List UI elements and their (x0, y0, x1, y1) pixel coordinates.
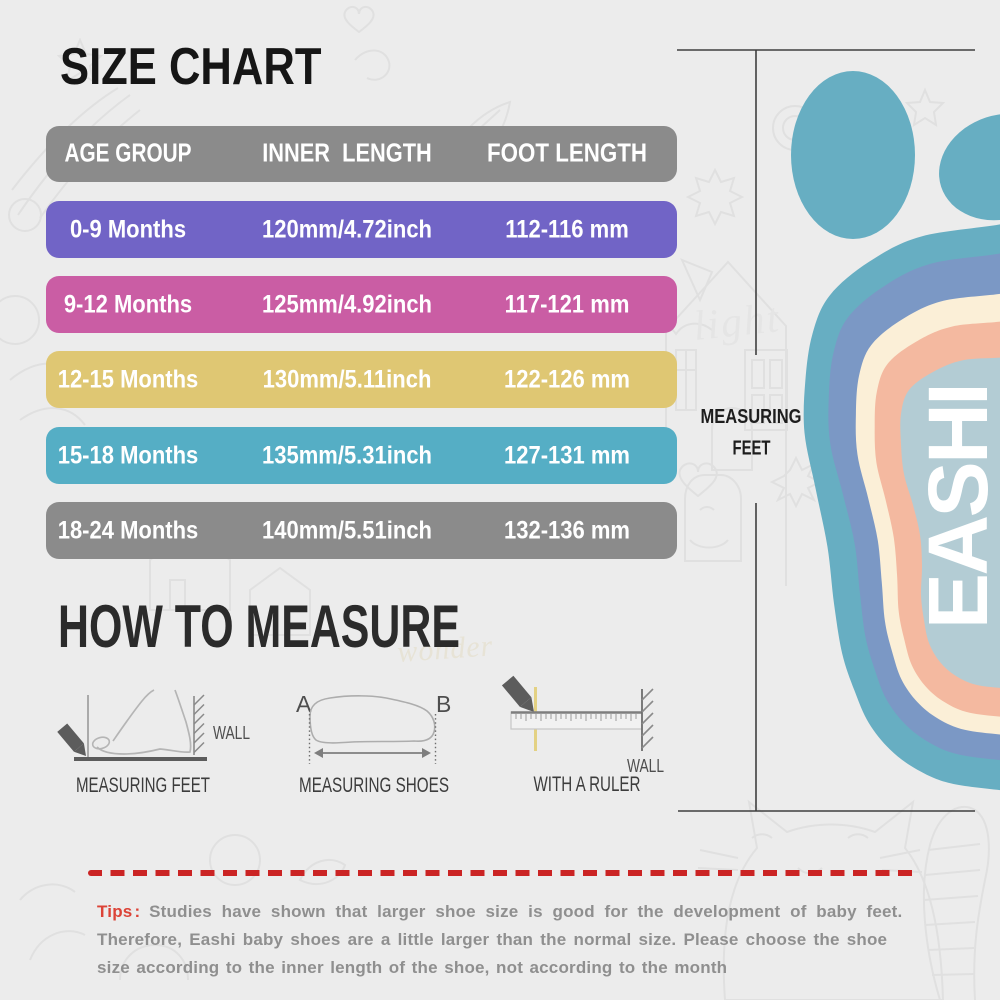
svg-text:A: A (296, 691, 312, 717)
svg-text:MEASURING: MEASURING (701, 405, 802, 428)
svg-text:light: light (691, 295, 782, 350)
svg-text:WALL: WALL (627, 756, 664, 776)
svg-text:WALL: WALL (213, 723, 250, 743)
svg-text:MEASURING FEET: MEASURING FEET (76, 774, 210, 797)
svg-text:B: B (436, 691, 451, 717)
svg-text:WITH A RULER: WITH A RULER (534, 773, 641, 796)
svg-text:wonder: wonder (396, 629, 494, 669)
svg-text:MEASURING SHOES: MEASURING SHOES (299, 774, 449, 797)
svg-text:FEET: FEET (733, 437, 771, 460)
svg-text:EASHI: EASHI (911, 385, 1000, 629)
